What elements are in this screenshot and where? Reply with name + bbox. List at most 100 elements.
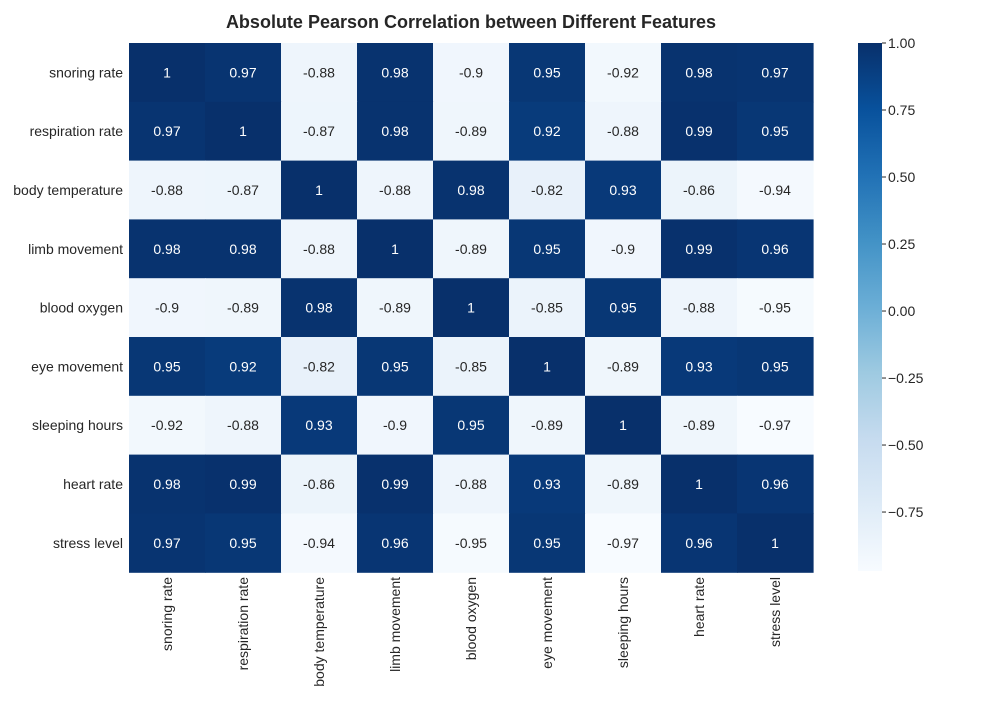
heatmap-cell (205, 160, 282, 220)
cell-value-label: -0.89 (607, 358, 639, 374)
y-tick-label: snoring rate (49, 64, 123, 80)
cell-value-label: 0.93 (685, 358, 712, 374)
cell-value-label: -0.88 (379, 182, 411, 198)
heatmap-cell (661, 513, 738, 573)
heatmap-cell (737, 395, 814, 456)
heatmap-cell-labels: 1 0.97 -0.88 0.98 -0.9 0.95 -0.92 0.98 0.97 0.97 1… (151, 64, 791, 550)
cell-value-label: 1 (467, 300, 475, 316)
cell-value-label: 0.95 (229, 535, 256, 551)
cell-value-label: -0.88 (303, 64, 335, 80)
colorbar-tick-label: 0.25 (888, 236, 915, 252)
cell-value-label: 0.93 (533, 476, 560, 492)
cell-value-label: -0.85 (531, 300, 563, 316)
heatmap-cell (205, 454, 282, 514)
y-tick-label: blood oxygen (40, 300, 123, 316)
heatmap-cells (129, 43, 814, 573)
cell-value-label: 0.96 (761, 476, 788, 492)
heatmap-cell (205, 43, 282, 103)
heatmap-cell (433, 513, 510, 573)
cell-value-label: -0.82 (303, 358, 335, 374)
heatmap-cell (281, 101, 358, 162)
heatmap-cell (281, 278, 358, 338)
heatmap-cell (661, 454, 738, 514)
cell-value-label: -0.94 (759, 182, 791, 198)
cell-value-label: 0.98 (381, 123, 408, 139)
cell-value-label: -0.88 (303, 241, 335, 257)
cell-value-label: -0.88 (607, 123, 639, 139)
heatmap-cell (281, 454, 358, 514)
heatmap-cell (205, 278, 282, 338)
heatmap-cell (357, 454, 434, 514)
heatmap-cell (509, 219, 586, 279)
heatmap-cell (433, 337, 510, 397)
y-tick-label: stress level (53, 535, 123, 551)
heatmap-cell (661, 395, 738, 456)
cell-value-label: 0.95 (381, 358, 408, 374)
cell-value-label: -0.88 (683, 300, 715, 316)
heatmap-cell (433, 454, 510, 514)
heatmap-cell (433, 101, 510, 162)
cell-value-label: 0.96 (761, 241, 788, 257)
heatmap-cell (509, 395, 586, 456)
cell-value-label: -0.9 (459, 64, 483, 80)
cell-value-label: -0.9 (155, 300, 179, 316)
heatmap-cell (585, 337, 662, 397)
x-tick-labels: snoring rate respiration rate body tempera… (159, 577, 783, 687)
x-tick-label: stress level (767, 577, 783, 647)
heatmap-cell (357, 219, 434, 279)
heatmap-cell (357, 43, 434, 103)
cell-value-label: -0.9 (383, 417, 407, 433)
cell-value-label: -0.89 (531, 417, 563, 433)
x-tick-label: snoring rate (159, 577, 175, 651)
cell-value-label: 0.95 (457, 417, 484, 433)
cell-value-label: -0.82 (531, 182, 563, 198)
heatmap-cell (585, 101, 662, 162)
heatmap-cell (433, 43, 510, 103)
heatmap-cell (129, 454, 206, 514)
cell-value-label: -0.88 (455, 476, 487, 492)
heatmap-cell (585, 278, 662, 338)
cell-value-label: 0.99 (685, 241, 712, 257)
heatmap-cell (129, 278, 206, 338)
cell-value-label: 0.93 (609, 182, 636, 198)
cell-value-label: -0.87 (227, 182, 259, 198)
cell-value-label: 0.97 (229, 64, 256, 80)
cell-value-label: -0.88 (227, 417, 259, 433)
heatmap-cell (585, 454, 662, 514)
cell-value-label: 0.95 (153, 358, 180, 374)
heatmap-cell (357, 395, 434, 456)
colorbar-tick-label: 0.00 (888, 303, 915, 319)
heatmap-cell (509, 160, 586, 220)
heatmap-cell (661, 219, 738, 279)
colorbar-tick-label: 0.75 (888, 102, 915, 118)
cell-value-label: -0.97 (607, 535, 639, 551)
heatmap-cell (357, 337, 434, 397)
cell-value-label: -0.87 (303, 123, 335, 139)
colorbar: 1.00 0.75 0.50 0.25 0.00 −0.25 −0.50 −0.75 (858, 35, 924, 571)
heatmap-cell (205, 219, 282, 279)
cell-value-label: -0.89 (607, 476, 639, 492)
heatmap-cell (737, 160, 814, 220)
heatmap-cell (281, 43, 358, 103)
heatmap-cell (661, 160, 738, 220)
y-tick-label: body temperature (13, 182, 123, 198)
heatmap-cell (433, 395, 510, 456)
cell-value-label: 0.98 (153, 476, 180, 492)
heatmap-cell (281, 160, 358, 220)
x-tick-label: heart rate (691, 577, 707, 637)
cell-value-label: -0.88 (151, 182, 183, 198)
cell-value-label: 0.98 (305, 300, 332, 316)
cell-value-label: 0.98 (153, 241, 180, 257)
heatmap-cell (433, 160, 510, 220)
x-tick-label: respiration rate (235, 577, 251, 671)
cell-value-label: -0.86 (683, 182, 715, 198)
heatmap-cell (129, 337, 206, 397)
colorbar-ticks: 1.00 0.75 0.50 0.25 0.00 −0.25 −0.50 −0.75 (882, 35, 924, 520)
cell-value-label: -0.95 (455, 535, 487, 551)
cell-value-label: 0.97 (761, 64, 788, 80)
heatmap-cell (737, 278, 814, 338)
cell-value-label: 1 (695, 476, 703, 492)
heatmap-cell (281, 337, 358, 397)
cell-value-label: 0.97 (153, 123, 180, 139)
